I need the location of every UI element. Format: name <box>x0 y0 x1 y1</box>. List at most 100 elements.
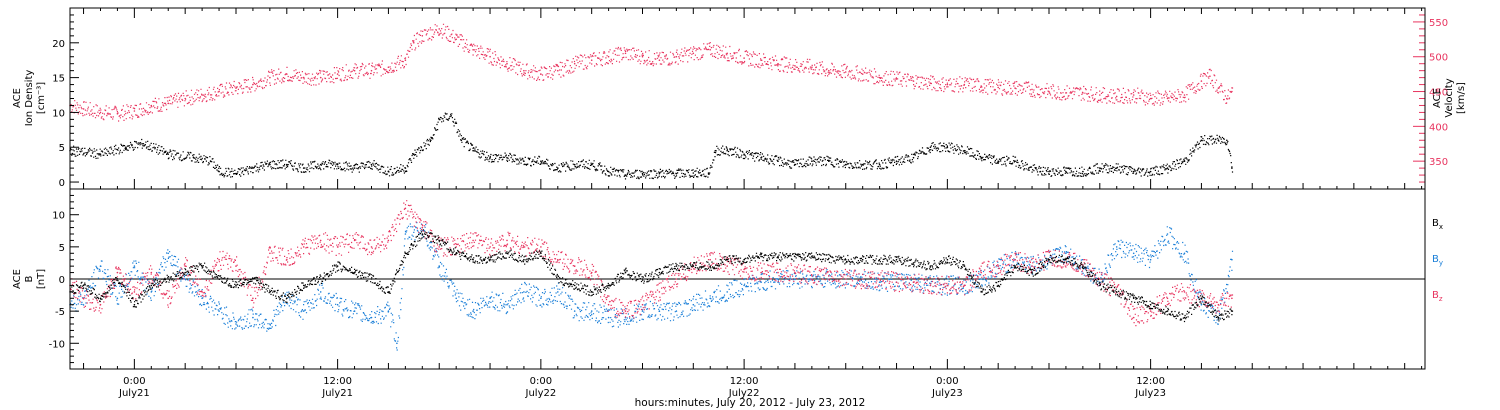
bx-points-point-50 <box>912 262 915 264</box>
bx-points-point-15 <box>319 278 322 280</box>
x-tick-date-3: July22 <box>728 388 760 399</box>
velocity-points-point-50 <box>895 78 898 80</box>
velocity-points-point-62 <box>1099 94 1101 96</box>
velocity-points-point-20 <box>404 59 407 61</box>
field-axis-title-line1: ACE <box>12 269 23 289</box>
density-points-point-8 <box>235 172 237 175</box>
density-points-point-31 <box>590 163 593 166</box>
velocity-points-point-26 <box>489 55 491 58</box>
velocity-points-point-33 <box>607 55 610 58</box>
bx-points-point-8 <box>201 265 203 267</box>
bz-points-point-4 <box>133 291 136 293</box>
density-points-point-65 <box>1132 170 1135 173</box>
bx-points-point-21 <box>421 233 424 235</box>
density-points-point-18 <box>404 167 407 169</box>
by-points-point-15 <box>319 291 322 293</box>
density-points-point-38 <box>707 172 710 174</box>
velocity-points-point-21 <box>413 42 415 44</box>
field-legend: Bx By Bz <box>1432 218 1443 303</box>
bx-points-point-66 <box>1183 316 1186 319</box>
velocity-points-point-19 <box>387 66 390 68</box>
density-points-point-37 <box>692 172 695 174</box>
density-points-point-5 <box>192 156 195 159</box>
velocity-points-point-35 <box>641 55 644 58</box>
bx-points-point-44 <box>811 255 813 258</box>
bx-points-point-61 <box>1099 284 1101 287</box>
density-points-point-53 <box>946 146 949 148</box>
velocity-points-point-61 <box>1082 92 1084 94</box>
velocity-points-point-42 <box>760 59 762 61</box>
field-tick-label-5: 5 <box>59 243 65 254</box>
by-points-point-4 <box>133 265 136 267</box>
density-points-point-69 <box>1200 139 1203 142</box>
bz-points-point-12 <box>269 252 271 255</box>
bx-points-point-25 <box>489 258 491 261</box>
density-axis-title-line1: ACE <box>12 88 23 108</box>
bz-points-point-51 <box>929 284 932 287</box>
bz-points-point-6 <box>167 297 169 300</box>
by-points-point-64 <box>1115 246 1118 248</box>
density-points-point-10 <box>269 163 271 166</box>
bz-points-point-16 <box>336 246 339 248</box>
by-points-point-61 <box>1065 252 1067 255</box>
velocity-points-point-69 <box>1209 75 1211 77</box>
x-tick-date-4: July23 <box>931 388 963 399</box>
bz-points-point-28 <box>540 246 542 248</box>
by-points-point-41 <box>726 291 728 293</box>
velocity-points-point-47 <box>844 71 847 73</box>
density-points-point-60 <box>1048 170 1050 173</box>
bx-points-point-12 <box>269 291 271 293</box>
velocity-points-point-37 <box>675 55 678 58</box>
density-points-point-41 <box>743 153 745 155</box>
velocity-points-point-36 <box>658 59 661 61</box>
by-points-point-36 <box>641 310 644 312</box>
density-points-point-40 <box>726 149 728 152</box>
by-points-point-18 <box>370 316 373 319</box>
bz-points-point-30 <box>573 265 576 267</box>
bx-points-point-13 <box>286 297 288 300</box>
density-points-point-62 <box>1082 170 1084 173</box>
legend-bx: Bx <box>1432 218 1443 231</box>
by-points-point-8 <box>201 297 203 300</box>
velocity-points-point-45 <box>811 66 813 68</box>
density-points-point-71 <box>1226 139 1228 142</box>
bx-points-point-53 <box>963 265 966 267</box>
bz-points-point-45 <box>828 275 830 277</box>
bz-points-point-24 <box>472 239 474 242</box>
by-points-point-27 <box>489 297 491 300</box>
bx-points-point-43 <box>794 255 796 258</box>
density-points-point-34 <box>641 172 644 175</box>
bz-points-point-8 <box>201 291 203 293</box>
field-axis-title-line2: B <box>24 275 35 282</box>
density-axis-title-line3: [cm⁻³] <box>36 82 47 114</box>
bz-points-point-27 <box>523 246 525 248</box>
density-points-point-36 <box>675 172 678 175</box>
bx-points-point-5 <box>150 284 153 287</box>
bx-points-point-9 <box>218 278 220 280</box>
by-points-point-67 <box>1166 233 1169 235</box>
velocity-points-point-49 <box>878 76 881 79</box>
bz-points-point-5 <box>150 271 153 274</box>
velocity-points-point-34 <box>624 52 627 55</box>
density-points-point-44 <box>794 163 796 166</box>
bx-points-point-27 <box>523 258 525 261</box>
bx-points-point-7 <box>184 271 186 274</box>
bz-points-point-29 <box>557 258 559 261</box>
velocity-points-point-25 <box>472 49 474 51</box>
bx-points-point-42 <box>777 255 779 258</box>
by-points-point-40 <box>709 297 711 300</box>
x-tick-date-1: July21 <box>321 388 353 399</box>
velocity-points-point-30 <box>557 69 559 72</box>
density-points-point-14 <box>336 163 339 166</box>
velocity-points-point-31 <box>573 62 576 65</box>
density-tick-label-20: 20 <box>52 39 65 50</box>
velocity-points-point-8 <box>201 94 203 96</box>
bz-points-point-54 <box>980 271 982 274</box>
bx-points-point-57 <box>1031 271 1033 274</box>
velocity-points-point-54 <box>963 83 966 86</box>
velocity-points-point-55 <box>980 85 982 87</box>
bx-points-point-34 <box>641 278 644 280</box>
bx-points-point-68 <box>1217 316 1220 319</box>
velocity-tick-label-500: 500 <box>1429 53 1448 64</box>
